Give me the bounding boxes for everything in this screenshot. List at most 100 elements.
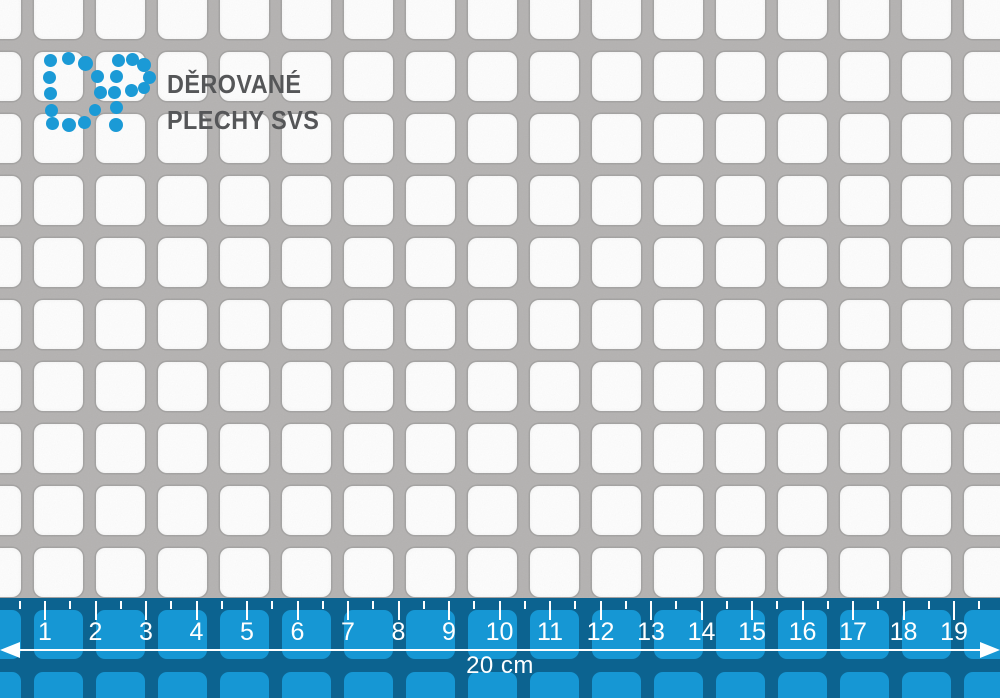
sheet-hole — [219, 423, 269, 473]
ruler-tick-minor — [826, 601, 829, 609]
sheet-hole — [281, 237, 331, 287]
sheet-hole — [529, 113, 579, 163]
logo-dot — [62, 118, 76, 132]
ruler-hole — [33, 671, 83, 698]
sheet-hole — [839, 51, 889, 101]
sheet-hole — [467, 361, 517, 411]
sheet-hole — [963, 547, 1000, 597]
sheet-hole — [467, 423, 517, 473]
sheet-hole — [467, 547, 517, 597]
ruler-tick-minor — [18, 601, 21, 609]
sheet-hole — [653, 299, 703, 349]
logo-dot — [45, 116, 59, 130]
sheet-hole — [591, 361, 641, 411]
sheet-hole — [653, 547, 703, 597]
sheet-hole — [653, 485, 703, 535]
sheet-hole — [839, 113, 889, 163]
sheet-hole — [95, 175, 145, 225]
sheet-hole — [777, 175, 827, 225]
ruler-hole — [157, 671, 207, 698]
sheet-hole — [281, 299, 331, 349]
sheet-hole — [467, 0, 517, 39]
sheet-hole — [0, 485, 21, 535]
sheet-hole — [157, 237, 207, 287]
sheet-hole — [901, 113, 951, 163]
ruler-number: 13 — [637, 618, 665, 646]
ruler-number: 16 — [788, 618, 817, 646]
sheet-hole — [777, 423, 827, 473]
ruler-hole — [281, 671, 331, 698]
sheet-hole — [219, 237, 269, 287]
logo-dot — [109, 69, 123, 83]
sheet-hole — [839, 237, 889, 287]
ruler-number: 9 — [442, 618, 456, 646]
sheet-hole — [653, 113, 703, 163]
ruler-tick-minor — [473, 601, 476, 609]
logo-dot — [107, 85, 121, 99]
sheet-hole — [0, 547, 21, 597]
sheet-hole — [467, 51, 517, 101]
sheet-hole — [467, 175, 517, 225]
ruler-hole — [95, 671, 145, 698]
sheet-hole — [963, 51, 1000, 101]
sheet-hole — [591, 299, 641, 349]
ruler-number: 4 — [189, 618, 204, 646]
sheet-hole — [591, 0, 641, 39]
sheet-hole — [529, 299, 579, 349]
sheet-hole — [653, 361, 703, 411]
sheet-hole — [157, 361, 207, 411]
sheet-hole — [157, 485, 207, 535]
logo-dot — [138, 82, 150, 94]
sheet-hole — [157, 299, 207, 349]
sheet-hole — [343, 547, 393, 597]
sheet-hole — [653, 51, 703, 101]
sheet-hole — [95, 485, 145, 535]
sheet-hole — [901, 299, 951, 349]
sheet-hole — [529, 175, 579, 225]
sheet-hole — [591, 547, 641, 597]
logo-dot — [89, 104, 101, 116]
sheet-hole — [33, 237, 83, 287]
sheet-hole — [281, 547, 331, 597]
ruler-hole — [219, 671, 269, 698]
sheet-hole — [715, 361, 765, 411]
ruler-number: 12 — [586, 618, 615, 646]
ruler-hole — [839, 671, 889, 698]
logo-dot — [93, 85, 107, 99]
ruler-number: 10 — [485, 618, 514, 646]
sheet-hole — [901, 175, 951, 225]
sheet-hole — [33, 175, 83, 225]
sheet-hole — [95, 423, 145, 473]
ruler-number: 3 — [139, 618, 153, 646]
sheet-hole — [777, 485, 827, 535]
sheet-hole — [963, 0, 1000, 39]
sheet-hole — [839, 361, 889, 411]
sheet-hole — [777, 237, 827, 287]
sheet-hole — [0, 175, 21, 225]
brand-logo: DĚROVANÉ PLECHY SVS — [0, 0, 420, 160]
ruler-overlay: 1 2 3 4 5 6 7 8 9 10 11 12 13 14 15 16 17 18 19 20 cm — [0, 598, 1000, 698]
ruler-tick-minor — [170, 601, 173, 609]
sheet-hole — [591, 423, 641, 473]
logo-dot — [42, 70, 56, 84]
sheet-hole — [963, 237, 1000, 287]
ruler-hole — [529, 671, 579, 698]
ruler-hole — [901, 671, 951, 698]
ruler-tick-minor — [978, 601, 981, 609]
sheet-hole — [963, 113, 1000, 163]
sheet-hole — [343, 361, 393, 411]
sheet-hole — [95, 547, 145, 597]
sheet-hole — [33, 547, 83, 597]
sheet-hole — [901, 51, 951, 101]
sheet-hole — [219, 485, 269, 535]
sheet-hole — [777, 51, 827, 101]
ruler-tick-minor — [321, 601, 324, 609]
sheet-hole — [529, 0, 579, 39]
ruler-tick-minor — [877, 601, 880, 609]
total-width-label: 20 cm — [466, 652, 534, 679]
sheet-hole — [529, 547, 579, 597]
sheet-hole — [591, 175, 641, 225]
sheet-hole — [653, 423, 703, 473]
ruler-hole — [591, 671, 641, 698]
sheet-hole — [0, 299, 21, 349]
